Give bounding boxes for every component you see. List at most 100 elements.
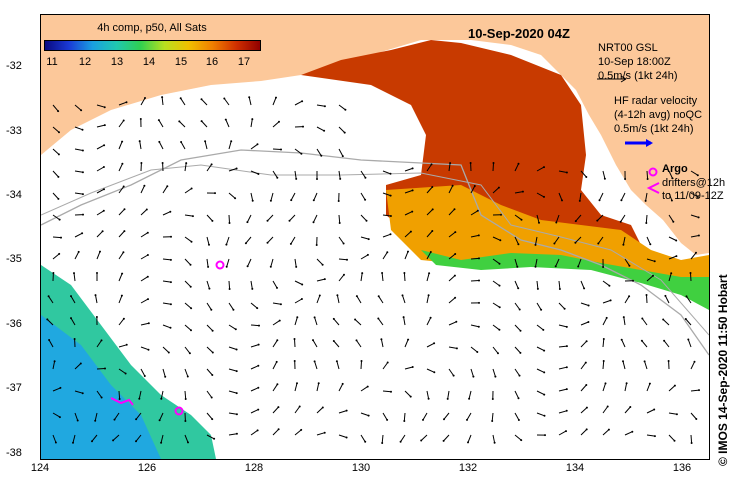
current-arrow — [316, 295, 321, 304]
current-arrow — [558, 192, 563, 201]
current-arrow — [580, 407, 588, 414]
current-arrow-head — [565, 325, 568, 328]
current-arrow — [668, 192, 673, 201]
current-arrow-head — [625, 382, 628, 385]
current-arrow-head — [402, 316, 405, 319]
map-canvas[interactable] — [41, 15, 709, 459]
current-arrow — [272, 170, 278, 178]
current-arrow — [360, 386, 368, 392]
colorbar-tick-11: 11 — [46, 56, 58, 68]
current-arrow-head — [346, 258, 348, 261]
current-arrow — [52, 253, 60, 260]
current-arrow-head — [518, 374, 521, 377]
current-arrow — [70, 295, 76, 304]
current-arrow-head — [161, 96, 164, 99]
current-arrow-head — [620, 338, 623, 341]
current-arrow-head — [184, 420, 187, 422]
current-arrow — [426, 342, 435, 348]
current-arrow-head — [628, 264, 631, 267]
current-arrow-head — [492, 162, 495, 164]
current-arrow — [690, 272, 692, 282]
current-arrow-head — [561, 199, 563, 202]
current-arrow — [140, 276, 149, 282]
current-arrow-head — [185, 162, 188, 165]
x-tick-128: 128 — [244, 462, 264, 474]
current-arrow — [118, 141, 123, 150]
current-arrow — [468, 390, 472, 399]
current-arrow-head — [343, 131, 346, 134]
current-arrow — [140, 346, 149, 351]
current-arrow-head — [381, 272, 384, 274]
current-arrow-head — [190, 240, 193, 243]
current-arrow-head — [467, 441, 469, 444]
current-arrow-head — [498, 262, 501, 265]
current-arrow-head — [257, 408, 260, 411]
argo-float-marker-2[interactable] — [174, 406, 184, 416]
current-arrow-head — [81, 193, 84, 196]
current-arrow — [294, 338, 296, 348]
current-arrow — [422, 412, 428, 421]
current-arrow-head — [58, 252, 61, 255]
current-arrow — [360, 214, 367, 222]
current-arrow — [118, 230, 125, 238]
current-arrow-head — [235, 392, 238, 395]
current-arrow-head — [520, 218, 523, 221]
current-arrow-head — [258, 324, 260, 327]
current-arrow — [492, 434, 496, 443]
current-arrow — [184, 280, 192, 288]
current-arrow-head — [517, 243, 520, 246]
current-arrow — [602, 429, 610, 436]
current-arrow-head — [472, 375, 475, 378]
argo-label: Argo — [662, 163, 688, 175]
current-arrow — [140, 232, 149, 238]
current-arrow-head — [366, 385, 369, 388]
current-arrow-head — [645, 294, 648, 296]
current-arrow — [250, 409, 259, 414]
current-arrow-head — [180, 141, 183, 143]
current-arrow-head — [102, 166, 105, 168]
current-arrow — [206, 390, 213, 398]
map-frame[interactable] — [40, 14, 710, 460]
current-arrow-head — [170, 235, 172, 238]
current-arrow-head — [578, 199, 581, 202]
current-arrow-head — [313, 360, 316, 363]
current-arrow-head — [191, 215, 194, 218]
current-arrow-head — [596, 219, 599, 222]
current-arrow — [250, 429, 258, 436]
current-arrow — [74, 412, 79, 421]
current-arrow — [333, 318, 340, 326]
current-arrow-head — [161, 162, 164, 164]
current-arrow — [74, 104, 82, 111]
current-arrow-head — [543, 349, 546, 352]
current-arrow-head — [251, 118, 254, 121]
current-arrow — [514, 434, 522, 441]
current-arrow — [226, 258, 230, 267]
argo-float-marker[interactable] — [215, 260, 225, 270]
x-tick-124: 124 — [30, 462, 50, 474]
current-arrow — [178, 121, 186, 128]
current-arrow — [580, 321, 589, 326]
current-arrow-head — [643, 360, 646, 363]
current-arrow — [294, 317, 298, 326]
current-arrow — [267, 214, 274, 222]
current-arrow-head — [312, 221, 315, 224]
drifter-track[interactable] — [110, 397, 134, 406]
current-arrow-head — [102, 209, 105, 212]
current-arrow — [48, 339, 54, 348]
current-arrow — [184, 302, 192, 309]
current-arrow — [270, 258, 274, 267]
current-arrow-head — [675, 413, 678, 416]
current-arrow-head — [235, 348, 238, 351]
current-arrow-head — [300, 152, 303, 155]
current-arrow-head — [256, 429, 259, 432]
current-arrow — [52, 387, 61, 392]
current-arrow-head — [276, 383, 279, 386]
current-arrow — [74, 148, 83, 151]
current-arrow — [420, 434, 428, 441]
current-arrow-head — [300, 298, 303, 300]
current-arrow — [382, 412, 388, 421]
current-arrow — [250, 365, 259, 370]
current-arrow — [535, 258, 538, 267]
current-arrow — [492, 187, 500, 194]
current-arrow-head — [211, 329, 214, 332]
